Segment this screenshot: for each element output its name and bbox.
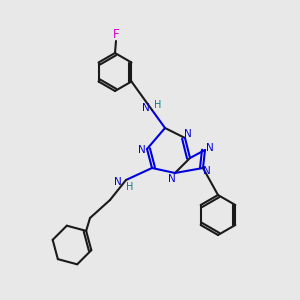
Text: N: N [114,177,122,187]
Text: N: N [142,103,150,113]
Text: H: H [126,182,134,192]
Text: N: N [168,174,176,184]
Text: N: N [206,143,214,153]
Text: N: N [184,129,192,139]
Text: N: N [203,166,211,176]
Text: F: F [113,28,119,41]
Text: H: H [154,100,162,110]
Text: N: N [138,145,146,155]
